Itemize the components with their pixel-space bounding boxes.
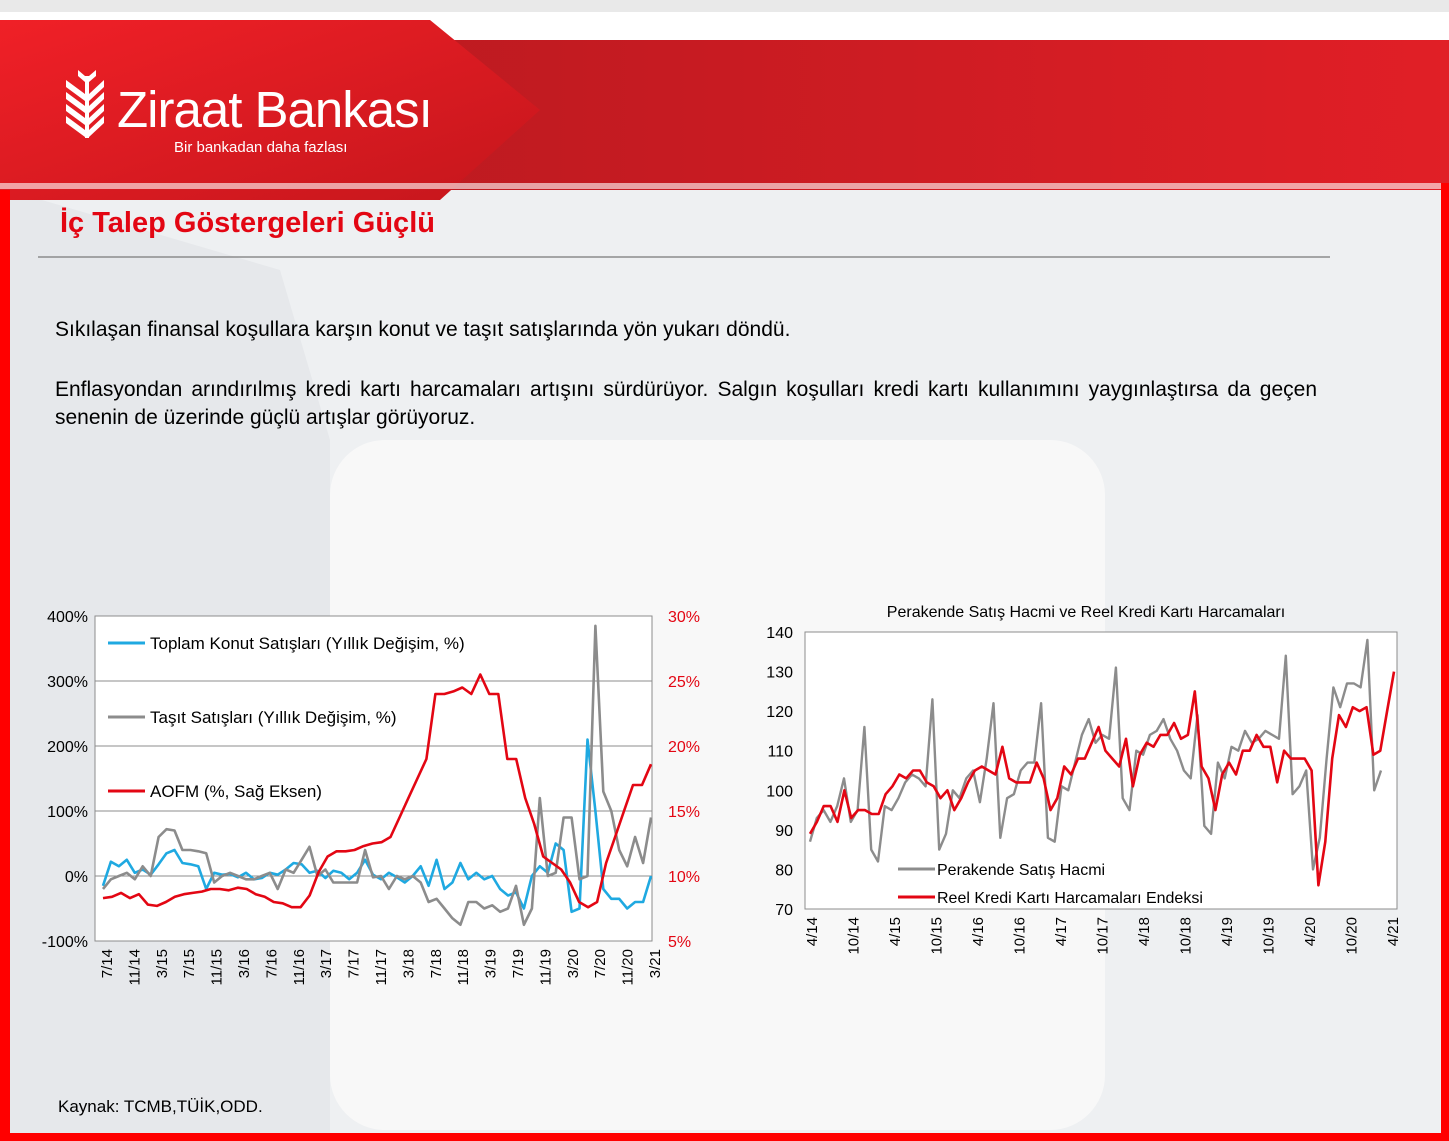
x-tick-label: 11/16 — [291, 949, 308, 985]
x-tick-label: 11/14 — [126, 949, 143, 985]
y-right-tick-label: 25% — [668, 674, 700, 691]
x-tick-label: 11/19 — [537, 949, 554, 985]
y-left-tick-label: 200% — [47, 739, 88, 756]
series-line-1 — [808, 638, 1383, 871]
x-tick-label: 10/20 — [1344, 917, 1361, 955]
y-tick-label: 140 — [766, 625, 793, 642]
legend-bg — [104, 629, 404, 657]
x-tick-label: 3/18 — [400, 949, 417, 978]
plot-area — [804, 631, 1398, 910]
legend-bg — [104, 703, 404, 731]
brand-name: Ziraat Bankası — [117, 81, 433, 138]
y-tick-label: 70 — [775, 902, 793, 919]
x-tick-label: 7/16 — [263, 949, 280, 978]
wheat-icon — [66, 70, 104, 138]
series-line-2 — [101, 624, 653, 927]
x-tick-label: 7/20 — [592, 949, 609, 978]
y-left-tick-label: 100% — [47, 804, 88, 821]
y-right-tick-label: 30% — [668, 609, 700, 626]
y-tick-label: 110 — [767, 744, 793, 761]
x-tick-label: 3/21 — [647, 949, 664, 978]
legend-bg — [104, 777, 404, 805]
y-right-tick-label: 10% — [668, 869, 700, 886]
x-tick-label: 7/18 — [428, 949, 445, 978]
y-tick-label: 130 — [766, 665, 793, 682]
page-title: İç Talep Göstergeleri Güçlü — [60, 207, 435, 239]
chart-title: Perakende Satış Hacmi ve Reel Kredi Kart… — [887, 604, 1285, 621]
y-tick-label: 80 — [775, 862, 793, 879]
x-tick-label: 4/15 — [887, 917, 904, 946]
x-tick-label: 4/20 — [1302, 917, 1319, 946]
x-tick-label: 3/16 — [236, 949, 253, 978]
x-tick-label: 10/17 — [1095, 917, 1112, 955]
series-line-3 — [102, 673, 653, 909]
x-tick-label: 7/17 — [346, 949, 363, 978]
x-tick-label: 7/19 — [510, 949, 527, 978]
y-right-tick-label: 20% — [668, 739, 700, 756]
x-tick-label: 10/18 — [1178, 917, 1195, 955]
legend-label: Reel Kredi Kartı Harcamaları Endeksi — [937, 890, 1203, 907]
y-tick-label: 100 — [766, 783, 793, 800]
x-tick-label: 3/19 — [483, 949, 500, 978]
y-left-tick-label: 400% — [47, 609, 88, 626]
y-tick-label: 120 — [766, 704, 793, 721]
y-left-tick-label: 0% — [65, 869, 88, 886]
x-tick-label: 4/14 — [804, 917, 821, 946]
y-right-tick-label: 5% — [668, 934, 691, 951]
paragraph-1: Sıkılaşan finansal koşullara karşın konu… — [55, 318, 791, 341]
x-tick-label: 10/15 — [929, 917, 946, 955]
x-tick-label: 3/15 — [154, 949, 171, 978]
legend-label: Perakende Satış Hacmi — [937, 862, 1105, 879]
x-tick-label: 7/15 — [181, 949, 198, 978]
y-left-tick-label: -100% — [42, 934, 88, 951]
x-tick-label: 11/20 — [620, 949, 637, 985]
y-right-tick-label: 15% — [668, 804, 700, 821]
y-left-tick-label: 300% — [47, 674, 88, 691]
legend-label: Toplam Konut Satışları (Yıllık Değişim, … — [150, 634, 465, 653]
x-tick-label: 4/16 — [970, 917, 987, 946]
x-tick-label: 10/19 — [1261, 917, 1278, 955]
legend-label: Taşıt Satışları (Yıllık Değişim, %) — [150, 708, 397, 727]
x-tick-label: 10/16 — [1012, 917, 1029, 955]
x-tick-label: 7/14 — [99, 949, 116, 978]
legend-label: AOFM (%, Sağ Eksen) — [150, 782, 322, 801]
x-tick-label: 3/17 — [318, 949, 335, 978]
x-tick-label: 4/21 — [1385, 917, 1402, 946]
y-tick-label: 90 — [775, 823, 793, 840]
source-note: Kaynak: TCMB,TÜİK,ODD. — [58, 1097, 263, 1116]
brand-slogan: Bir bankadan daha fazlası — [174, 139, 348, 156]
x-tick-label: 4/19 — [1219, 917, 1236, 946]
x-tick-label: 11/17 — [373, 949, 390, 985]
x-tick-label: 11/18 — [455, 949, 472, 985]
x-tick-label: 4/18 — [1136, 917, 1153, 946]
series-line-2 — [808, 671, 1396, 887]
x-tick-label: 11/15 — [209, 949, 226, 985]
x-tick-label: 10/14 — [846, 917, 863, 955]
x-tick-label: 3/20 — [565, 949, 582, 978]
x-tick-label: 4/17 — [1053, 917, 1070, 946]
paragraph-2: Enflasyondan arındırılmış kredi kartı ha… — [55, 378, 1317, 429]
